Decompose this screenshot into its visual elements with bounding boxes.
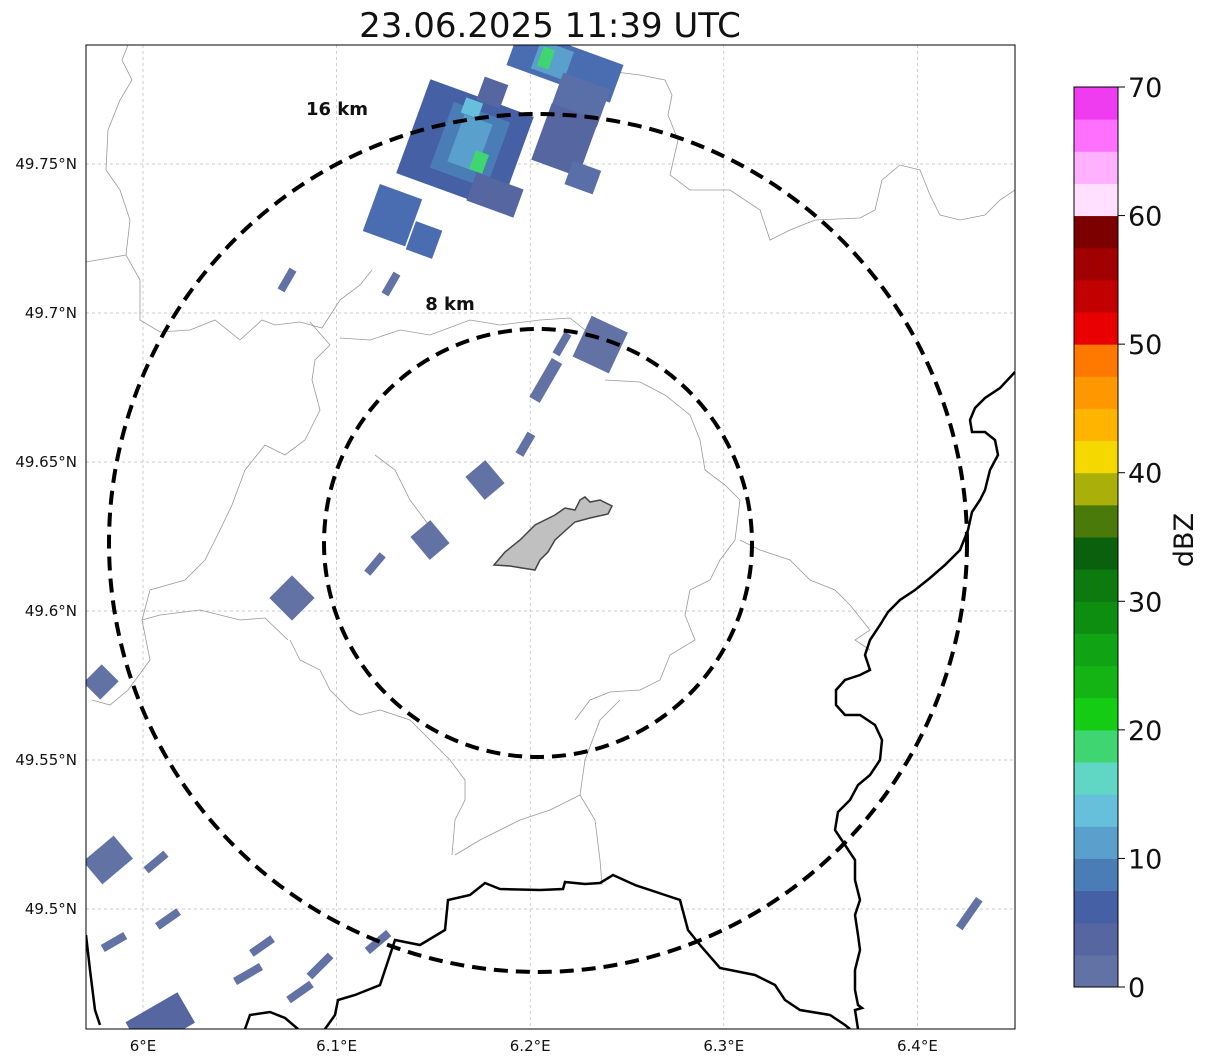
border-east xyxy=(833,371,1015,1029)
ring-16km xyxy=(107,112,969,974)
municipal-boundary xyxy=(574,379,741,721)
colorbar-bin xyxy=(1074,151,1118,184)
lon-tick-label: 6.3°E xyxy=(703,1037,744,1055)
lon-tick-label: 6.1°E xyxy=(316,1037,357,1055)
colorbar-tick-label: 50 xyxy=(1128,330,1162,361)
map-frame xyxy=(85,44,1016,1030)
colorbar-bin xyxy=(1074,665,1118,699)
colorbar-bin xyxy=(1074,729,1118,763)
municipal-boundary xyxy=(86,45,133,263)
storm-cell-north xyxy=(362,45,624,259)
colorbar-tick-label: 40 xyxy=(1128,459,1162,490)
colorbar-bin xyxy=(1074,408,1118,442)
colorbar-bin xyxy=(1074,215,1118,249)
colorbar-bin xyxy=(1074,697,1118,731)
city-polygon xyxy=(492,496,614,571)
colorbar-bin xyxy=(1074,119,1118,152)
range-rings xyxy=(107,112,969,974)
colorbar-frame xyxy=(1073,86,1119,988)
colorbar-bin xyxy=(1074,633,1118,667)
lat-tick-label: 49.75°N xyxy=(15,155,77,173)
colorbar-bin xyxy=(1074,279,1118,313)
colorbar-bin xyxy=(1074,504,1118,538)
colorbar-tick-label: 0 xyxy=(1128,973,1145,1004)
border-southwest xyxy=(86,934,102,1026)
colorbar-ticks: 0 10 20 30 40 50 60 70 xyxy=(1118,73,1162,1004)
municipal-boundary xyxy=(339,317,586,341)
colorbar-bin xyxy=(1074,344,1118,377)
colorbar-bin xyxy=(1074,922,1118,956)
municipal-boundary xyxy=(454,794,603,886)
municipal-boundary xyxy=(739,539,871,651)
map-title: 23.06.2025 11:39 UTC xyxy=(359,6,741,46)
colorbar-bin xyxy=(1074,537,1118,570)
colorbar-bin xyxy=(1074,794,1118,827)
colorbar-bin xyxy=(1074,472,1118,506)
municipal-boundary xyxy=(125,254,373,341)
municipal-boundary xyxy=(141,609,289,641)
colorbar-tick-label: 20 xyxy=(1128,716,1162,747)
colorbar-bin xyxy=(1074,376,1118,409)
lon-tick-label: 6°E xyxy=(130,1037,157,1055)
ring-label-16km: 16 km xyxy=(306,99,368,120)
municipal-boundary xyxy=(599,69,1015,241)
colorbar-bin xyxy=(1074,890,1118,924)
lat-tick-label: 49.6°N xyxy=(25,602,77,620)
border-southwest-2 xyxy=(243,1010,299,1029)
municipal-boundary xyxy=(91,321,331,706)
map-panel: 8 km 16 km xyxy=(85,44,1016,1030)
colorbar-tick-label: 60 xyxy=(1128,202,1162,233)
colorbar-bin xyxy=(1074,247,1118,281)
lon-tick-label: 6.4°E xyxy=(897,1037,938,1055)
municipal-boundary xyxy=(579,699,621,796)
gridlines xyxy=(86,45,1015,1029)
colorbar-bin xyxy=(1074,601,1118,634)
colorbar: 0 10 20 30 40 50 60 70 dBZ xyxy=(1073,73,1200,1004)
lon-tick-label: 6.2°E xyxy=(510,1037,551,1055)
colorbar-bin xyxy=(1074,762,1118,795)
colorbar-bin xyxy=(1074,183,1118,217)
ring-8km xyxy=(322,327,754,759)
longitude-labels: 6°E 6.1°E 6.2°E 6.3°E 6.4°E xyxy=(130,1037,938,1055)
colorbar-bin xyxy=(1074,569,1118,602)
border-south xyxy=(323,873,851,1029)
colorbar-bin xyxy=(1074,440,1118,474)
colorbar-tick-label: 70 xyxy=(1128,73,1162,104)
colorbar-bin xyxy=(1074,954,1118,988)
colorbar-bin xyxy=(1074,826,1118,859)
lat-tick-label: 49.65°N xyxy=(15,453,77,471)
lat-tick-label: 49.7°N xyxy=(25,304,77,322)
echo-fragments xyxy=(86,267,983,1029)
lat-tick-label: 49.5°N xyxy=(25,900,77,918)
colorbar-bin xyxy=(1074,858,1118,892)
radar-reflectivity xyxy=(86,45,983,1029)
colorbar-tick-label: 30 xyxy=(1128,587,1162,618)
lat-tick-label: 49.55°N xyxy=(15,751,77,769)
ring-label-8km: 8 km xyxy=(425,294,475,315)
municipal-boundary xyxy=(289,639,466,856)
colorbar-bins xyxy=(1074,87,1118,988)
national-border xyxy=(86,371,1015,1029)
colorbar-label: dBZ xyxy=(1169,513,1200,567)
colorbar-bin xyxy=(1074,87,1118,120)
colorbar-tick-label: 10 xyxy=(1128,844,1162,875)
latitude-labels: 49.75°N 49.7°N 49.65°N 49.6°N 49.55°N 49.5°N xyxy=(15,155,77,918)
municipal-boundaries xyxy=(86,45,1015,886)
colorbar-bin xyxy=(1074,312,1118,345)
